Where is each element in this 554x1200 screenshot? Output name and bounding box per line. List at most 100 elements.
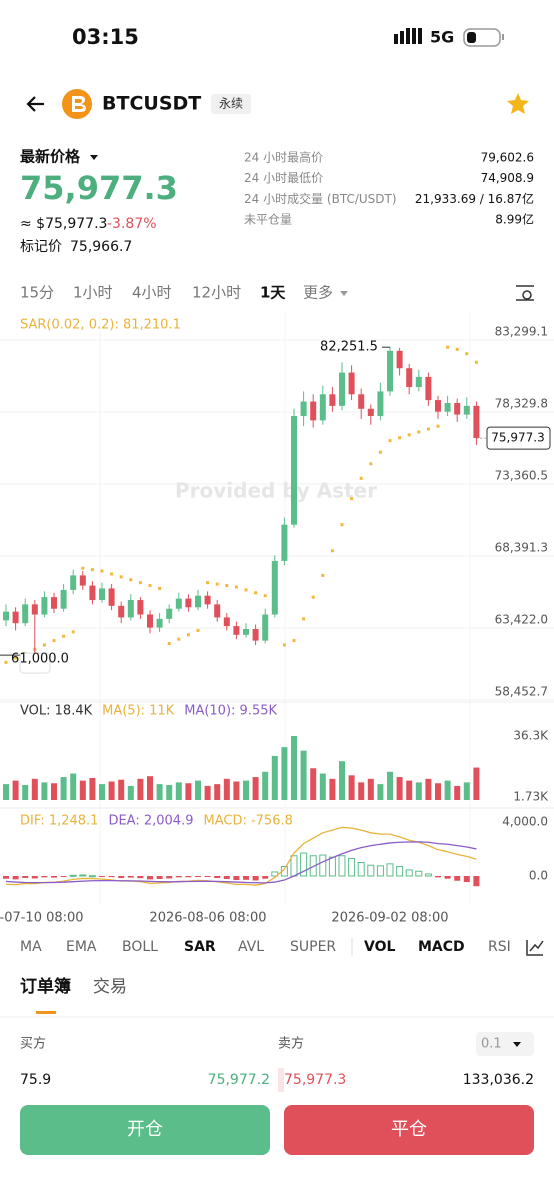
back-button[interactable] xyxy=(26,96,44,112)
more-arrow[interactable] xyxy=(340,291,348,296)
dropdown-arrow[interactable] xyxy=(90,155,98,160)
macd-bar xyxy=(3,876,9,879)
candle-body xyxy=(118,605,125,618)
candle-body xyxy=(31,604,38,615)
candle-body xyxy=(300,401,307,417)
sar-dot xyxy=(186,633,190,637)
section-tab[interactable]: 订单簿 xyxy=(20,976,71,997)
volume-bar xyxy=(291,736,297,800)
candle-body xyxy=(463,405,470,415)
macd-bar xyxy=(147,876,153,880)
timeframe-tab[interactable]: 4小时 xyxy=(132,284,172,302)
max-label: 82,251.5 xyxy=(320,340,378,355)
candle-body xyxy=(223,617,230,627)
candle-body xyxy=(195,595,201,608)
timeframe-tab[interactable]: 12小时 xyxy=(192,284,241,302)
candle-body xyxy=(108,588,115,606)
volume-bar xyxy=(22,785,29,800)
sar-dot xyxy=(378,450,382,454)
macd-bar xyxy=(214,876,221,879)
volume-bar xyxy=(89,777,96,800)
y-tick-label: 58,452.7 xyxy=(495,685,548,699)
macd-bar xyxy=(88,875,96,878)
sar-dot xyxy=(474,360,478,364)
volume-bar xyxy=(348,775,355,800)
volume-bar xyxy=(463,782,470,800)
y-tick-label: 68,391.3 xyxy=(495,540,548,554)
timeframe-tab[interactable]: 更多 xyxy=(303,284,333,302)
close-button[interactable] xyxy=(284,1105,534,1155)
favorite-star[interactable] xyxy=(507,93,529,114)
sar-dot xyxy=(407,433,411,437)
volume-bar xyxy=(319,773,326,800)
timeframe-tab[interactable]: 15分 xyxy=(20,284,54,302)
change: -3.87% xyxy=(107,216,157,232)
candle-body xyxy=(60,589,67,609)
select-arrow xyxy=(513,1042,521,1047)
volume-bar xyxy=(156,784,163,800)
last-price-tag-label: 75,977.3 xyxy=(491,431,544,445)
open-button[interactable] xyxy=(20,1105,270,1155)
sar-dot xyxy=(215,582,219,586)
sar-dot xyxy=(177,637,181,641)
indicator-tab[interactable]: SAR xyxy=(184,939,216,955)
volume-bar xyxy=(243,780,249,800)
volume-bar xyxy=(3,784,9,800)
timeframe-tab[interactable]: 1小时 xyxy=(73,284,113,302)
timeframe-tab[interactable]: 1天 xyxy=(260,284,286,302)
sar-dot xyxy=(254,591,258,595)
candle-body xyxy=(41,597,48,615)
sar-dot xyxy=(244,588,248,592)
buy-qty: 75.9 xyxy=(20,1072,51,1088)
macd-bar xyxy=(328,856,336,877)
candle-body xyxy=(175,598,182,609)
volume-bar xyxy=(454,785,461,800)
x-tick-label: 2026-09-02 08:00 xyxy=(331,911,448,926)
min-label: 61,000.0 xyxy=(11,652,69,667)
macd-bar xyxy=(243,876,249,880)
indicator-icon[interactable] xyxy=(526,940,544,956)
stat-label: 24 小时最高价 xyxy=(244,150,323,165)
x-tick-label: 2026-07-10 08:00 xyxy=(0,911,84,926)
candle-body xyxy=(435,400,441,412)
symbol: BTCUSDT xyxy=(102,93,201,115)
indicator-tab[interactable]: AVL xyxy=(238,939,264,955)
indicator-tab[interactable]: RSI xyxy=(488,939,511,955)
candle-body xyxy=(243,629,249,635)
indicator-tab[interactable]: EMA xyxy=(66,939,97,955)
chart-settings-icon[interactable] xyxy=(516,285,534,301)
sar-dot xyxy=(292,639,296,643)
sar-dot xyxy=(225,584,229,588)
coin-glyph xyxy=(72,96,86,112)
indicator-tab[interactable]: SUPER xyxy=(290,939,336,955)
volume-bar xyxy=(425,778,432,800)
stat-label: 24 小时成交量 (BTC/USDT) xyxy=(244,191,397,206)
macd-bar xyxy=(405,869,413,877)
candle-body xyxy=(89,585,96,601)
macd-bar xyxy=(454,876,461,881)
sar-dot xyxy=(71,630,75,634)
macd-bar xyxy=(108,876,115,878)
sar-dot xyxy=(14,656,18,660)
indicator-tab[interactable]: MACD xyxy=(418,939,465,955)
macd-bar xyxy=(435,876,441,878)
sar-dot xyxy=(321,573,325,577)
volume-bar xyxy=(329,778,336,800)
macd-bar xyxy=(463,876,470,883)
sar-legend: SAR(0.02, 0.2): 81,210.1 xyxy=(20,318,181,333)
volume-bar xyxy=(444,780,451,800)
volume-bar xyxy=(79,780,86,800)
indicator-tab[interactable]: MA xyxy=(20,939,42,955)
section-tab[interactable]: 交易 xyxy=(93,977,127,997)
y-tick-label: 78,329.8 xyxy=(495,397,548,411)
indicator-tab[interactable]: BOLL xyxy=(122,939,158,955)
precision-select[interactable] xyxy=(476,1032,534,1056)
macd-bar xyxy=(376,865,384,877)
candle-body xyxy=(233,626,240,635)
volume-bar xyxy=(166,785,173,800)
macd-bar xyxy=(118,876,125,879)
indicator-tab[interactable]: VOL xyxy=(364,939,395,955)
macd-bar xyxy=(79,874,87,877)
volume-bar xyxy=(415,782,422,800)
candle-body xyxy=(291,416,297,525)
